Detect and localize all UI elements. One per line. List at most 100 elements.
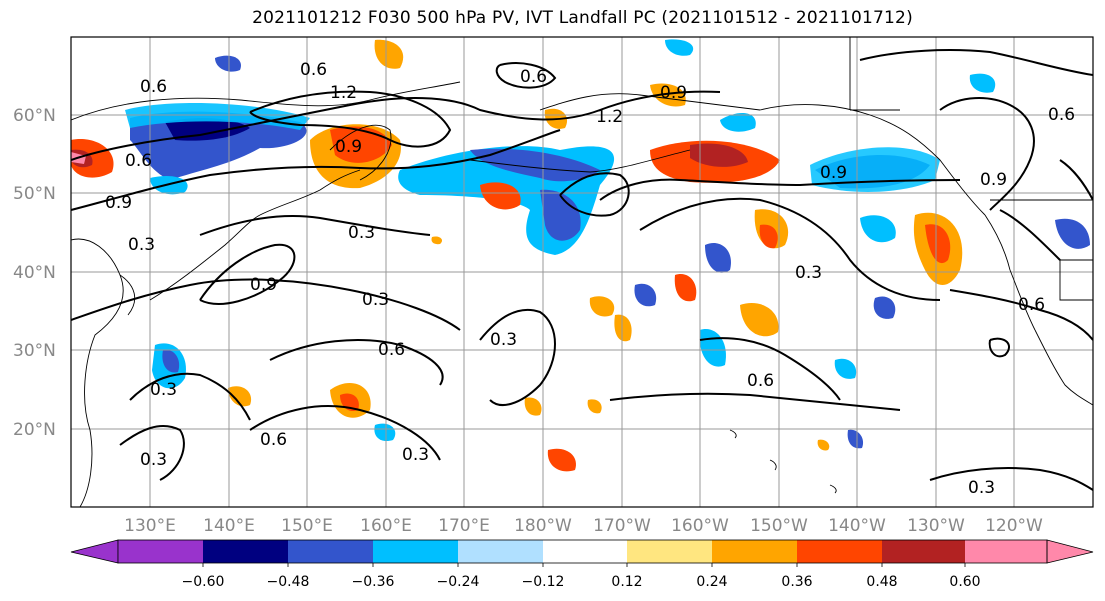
colorbar: −0.60 −0.48 −0.36 −0.24 −0.12 0.12 0.24 …: [70, 539, 1094, 590]
contour-label: 0.6: [1018, 295, 1045, 315]
contour-0.6-e: [699, 337, 841, 401]
contour-0.9-e: [1059, 159, 1093, 201]
colorbar-segment: [712, 540, 797, 563]
lon-label: 150°W: [750, 516, 808, 536]
contour-label: 0.3: [795, 263, 822, 283]
coast-islands-1: [729, 429, 737, 439]
contour-label: 0.3: [402, 445, 429, 465]
pos-region-north-2-core: [690, 143, 748, 167]
coast-siberia: [71, 81, 461, 121]
contour-label: 0.6: [125, 151, 152, 171]
coast-korea: [119, 274, 136, 316]
contour-label: 0.6: [520, 67, 547, 87]
contour-label: 0.3: [140, 450, 167, 470]
contour-label: 0.6: [747, 371, 774, 391]
coast-japan: [149, 214, 261, 301]
coast-aleutians: [469, 149, 691, 173]
contour-0.3-g: [609, 392, 901, 411]
colorbar-segment: [965, 540, 1047, 563]
contour-label: 0.3: [150, 380, 177, 400]
contour-0.9-b: [199, 243, 296, 305]
neg-region-central-tail: [540, 189, 581, 241]
colorbar-tick-label: −0.24: [437, 574, 480, 590]
longitude-labels: 130°E 140°E 150°E 160°E 170°E 180°W 170°…: [124, 516, 1043, 536]
lon-label: 170°W: [593, 516, 651, 536]
colorbar-segment: [118, 540, 203, 563]
pos-region-north-1-core: [330, 126, 392, 163]
neg-region-ne-small: [860, 215, 896, 243]
pos-region-west: [71, 139, 114, 178]
colorbar-tick-label: −0.12: [522, 574, 565, 590]
pos-region-s-2: [228, 386, 252, 407]
contour-label: 0.9: [335, 137, 362, 157]
colorbar-extend-high: [1046, 539, 1094, 564]
coast-alaska-south: [759, 104, 986, 216]
colorbar-tick-label: −0.48: [267, 574, 310, 590]
coast-us-states: [1059, 259, 1093, 301]
contour-0.6-h: [495, 62, 557, 89]
lon-label: 140°E: [203, 516, 255, 536]
lon-label: 180°W: [514, 516, 572, 536]
colorbar-segment: [458, 540, 543, 563]
contour-label: 0.6: [378, 340, 405, 360]
neg-region-mid-1: [705, 242, 731, 273]
pos-region-east-2-core: [759, 224, 778, 249]
contour-label: 0.9: [820, 163, 847, 183]
latitude-labels: 60°N 50°N 40°N 30°N 20°N: [13, 106, 56, 440]
colorbar-segment: [797, 540, 882, 563]
colorbar-tick-label: 0.48: [866, 574, 897, 590]
contour-0.6-d: [639, 197, 941, 301]
pv-shading: [71, 39, 1090, 472]
neg-region-top-3: [720, 113, 756, 132]
lat-label: 60°N: [13, 106, 56, 126]
neg-region-central-core: [470, 148, 600, 182]
lat-label: 30°N: [13, 341, 56, 361]
coast-islands-2: [769, 459, 777, 471]
contour-0.3-f: [859, 49, 1093, 76]
contour-label: 0.9: [105, 193, 132, 213]
contour-0.6-g: [999, 209, 1061, 261]
contour-label: 0.9: [250, 275, 277, 295]
pos-region-top-2: [650, 83, 686, 107]
lon-label: 160°E: [360, 516, 412, 536]
contour-label: 0.6: [1048, 105, 1075, 125]
neg-region-top-2: [665, 39, 694, 56]
contour-1.2-c: [559, 172, 630, 217]
coast-california: [1034, 329, 1093, 406]
colorbar-tick-label: 0.36: [781, 574, 812, 590]
contour-0.3-b: [71, 278, 461, 331]
colorbar-tick-label: 0.24: [696, 574, 727, 590]
lon-label: 130°E: [124, 516, 176, 536]
pv-contours: [71, 49, 1093, 491]
coast-kurils: [259, 169, 361, 216]
contour-label: 0.9: [660, 83, 687, 103]
plot-title: 2021101212 F030 500 hPa PV, IVT Landfall…: [252, 8, 913, 28]
colorbar-segment: [627, 540, 712, 563]
pos-region-s-5: [587, 399, 602, 414]
contour-0.3-c: [479, 308, 556, 406]
contour-0.6-north: [71, 90, 721, 161]
pos-region-s-7: [431, 236, 443, 245]
lon-label: 120°W: [985, 516, 1043, 536]
neg-region-s-1: [374, 423, 396, 442]
colorbar-frame: [117, 539, 1048, 564]
colorbar-segment: [543, 540, 627, 563]
neg-region-s-2: [834, 358, 857, 379]
contour-label: 0.6: [300, 60, 327, 80]
colorbar-tick-label: 0.12: [611, 574, 642, 590]
colorbar-ticks: [202, 563, 966, 567]
contour-label: 0.3: [490, 330, 517, 350]
contour-label: 0.6: [140, 77, 167, 97]
coast-asia: [71, 238, 124, 507]
contour-label: 0.6: [260, 430, 287, 450]
neg-region-mid-2: [634, 283, 657, 307]
lat-label: 50°N: [13, 184, 56, 204]
neg-region-s-3: [847, 429, 864, 449]
contour-label: 0.3: [362, 290, 389, 310]
contour-label: 1.2: [330, 83, 357, 103]
contour-0.9-c: [599, 178, 961, 201]
pos-region-s-4: [524, 397, 542, 416]
pos-region-mid-5: [740, 303, 779, 337]
neg-region-top-1: [215, 55, 241, 72]
